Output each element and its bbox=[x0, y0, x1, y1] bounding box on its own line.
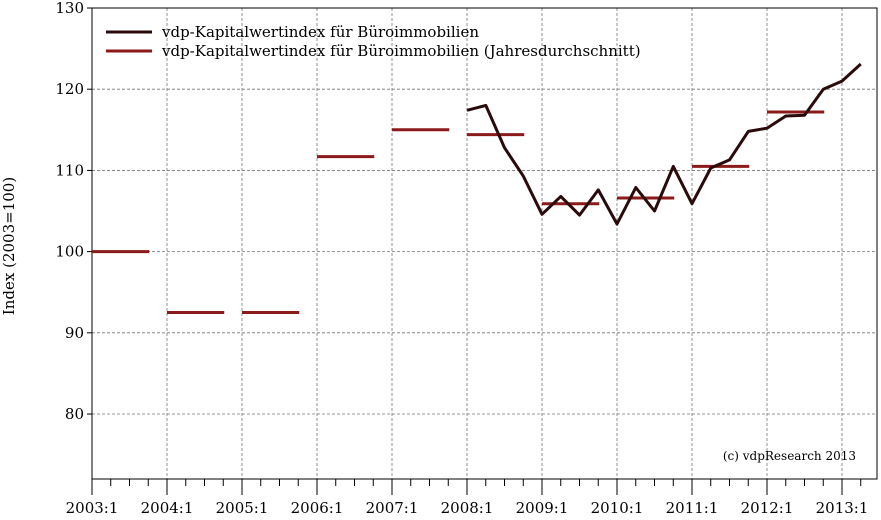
y-tick-label: 100 bbox=[55, 243, 84, 261]
x-tick-label: 2011:1 bbox=[666, 499, 719, 516]
x-tick-label: 2008:1 bbox=[441, 499, 494, 516]
x-tick-label: 2006:1 bbox=[291, 499, 344, 516]
y-tick-label: 130 bbox=[55, 0, 84, 17]
x-tick-label: 2009:1 bbox=[516, 499, 569, 516]
y-tick-label: 110 bbox=[55, 161, 84, 179]
y-tick-label: 80 bbox=[65, 405, 84, 423]
x-tick-label: 2010:1 bbox=[591, 499, 644, 516]
legend: vdp-Kapitalwertindex für Büroimmobilien … bbox=[106, 23, 641, 60]
quarterly-index-line bbox=[466, 62, 862, 226]
y-tick-label: 120 bbox=[55, 80, 84, 98]
x-tick-label: 2012:1 bbox=[741, 499, 794, 516]
x-tick-label: 2004:1 bbox=[141, 499, 194, 516]
plot-frame bbox=[91, 7, 878, 480]
x-tick-label: 2007:1 bbox=[366, 499, 419, 516]
grid-layer bbox=[92, 8, 877, 479]
legend-label-annual: vdp-Kapitalwertindex für Büroimmobilien … bbox=[161, 42, 641, 60]
series-layer bbox=[92, 62, 862, 315]
x-tick-label: 2005:1 bbox=[216, 499, 269, 516]
credit-annotation: (c) vdpResearch 2013 bbox=[723, 449, 856, 463]
y-axis-label: Index (2003=100) bbox=[0, 177, 18, 315]
legend-label-quarterly: vdp-Kapitalwertindex für Büroimmobilien bbox=[161, 23, 479, 41]
axis-layer: 80 90 100 110 120 130 2003:1 2004:1 2005:1 2006:1… bbox=[55, 0, 878, 517]
x-tick-label: 2003:1 bbox=[66, 499, 119, 516]
y-tick-label: 90 bbox=[65, 324, 84, 342]
x-tick-label: 2013:1 bbox=[816, 499, 869, 516]
